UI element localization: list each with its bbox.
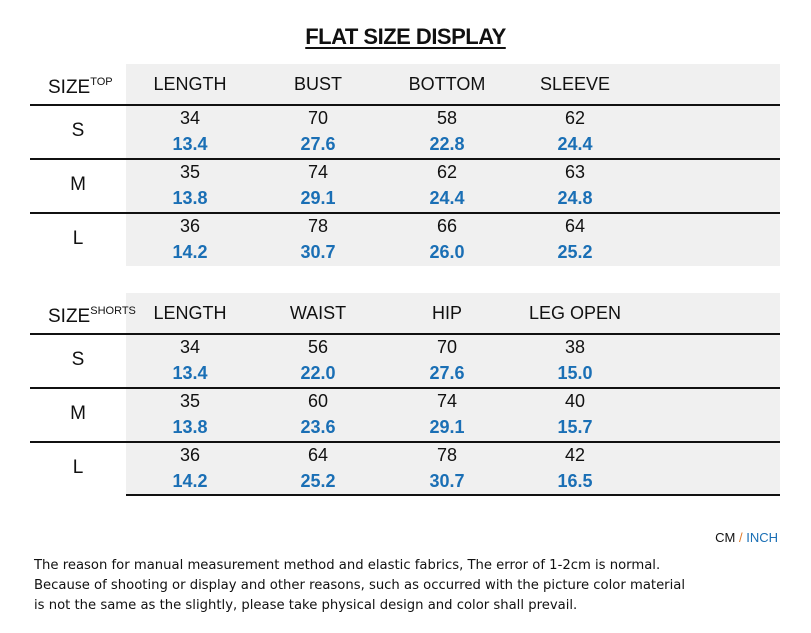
table-header: SIZETOP LENGTH BUST BOTTOM SLEEVE — [30, 64, 780, 104]
cm-value: 38 — [564, 337, 586, 357]
inch-value: 23.6 — [300, 417, 336, 437]
note-line: Because of shooting or display and other… — [34, 578, 686, 593]
cm-value: 36 — [179, 216, 201, 236]
cm-value: 78 — [307, 216, 329, 236]
cm-value: 74 — [307, 162, 329, 182]
table-row: L 36 14.2 78 30.7 66 26.0 64 25.2 — [30, 212, 780, 266]
inch-value: 15.0 — [557, 363, 593, 383]
cm-value: 35 — [179, 391, 201, 411]
cm-value: 70 — [436, 337, 458, 357]
table-background — [126, 293, 780, 495]
table-row: S 34 13.4 56 22.0 70 27.6 38 15.0 — [30, 333, 780, 387]
column-header: LENGTH — [153, 74, 227, 94]
inch-value: 29.1 — [300, 188, 336, 208]
table-row: M 35 13.8 74 29.1 62 24.4 63 24.8 — [30, 158, 780, 212]
row-divider — [30, 441, 780, 443]
inch-value: 14.2 — [172, 242, 208, 262]
size-header: SIZETOP — [48, 76, 113, 99]
cm-value: 66 — [436, 216, 458, 236]
cm-value: 58 — [436, 108, 458, 128]
inch-value: 30.7 — [300, 242, 336, 262]
unit-separator: / — [738, 530, 743, 545]
unit-legend: CM / INCH — [715, 530, 778, 545]
unit-cm: CM — [715, 530, 736, 545]
inch-value: 27.6 — [300, 134, 336, 154]
measurement-note: The reason for manual measurement method… — [34, 556, 685, 616]
inch-value: 30.7 — [429, 471, 465, 491]
cm-value: 34 — [179, 108, 201, 128]
size-value: L — [72, 457, 84, 478]
inch-value: 25.2 — [300, 471, 336, 491]
size-header: SIZESHORTS — [48, 305, 136, 328]
column-header: BOTTOM — [408, 74, 486, 94]
inch-value: 24.4 — [557, 134, 593, 154]
column-header: SLEEVE — [539, 74, 611, 94]
cm-value: 62 — [564, 108, 586, 128]
inch-value: 13.4 — [172, 134, 208, 154]
cm-value: 78 — [436, 445, 458, 465]
column-header: WAIST — [289, 303, 347, 323]
column-header: BUST — [293, 74, 342, 94]
column-header: LEG OPEN — [528, 303, 622, 323]
cm-value: 36 — [179, 445, 201, 465]
table-row: L 36 14.2 64 25.2 78 30.7 42 16.5 — [30, 441, 780, 495]
table-row: M 35 13.8 60 23.6 74 29.1 40 15.7 — [30, 387, 780, 441]
table-row: S 34 13.4 70 27.6 58 22.8 62 24.4 — [30, 104, 780, 158]
column-header: LENGTH — [153, 303, 227, 323]
cm-value: 70 — [307, 108, 329, 128]
size-value: M — [70, 174, 86, 195]
inch-value: 16.5 — [557, 471, 593, 491]
inch-value: 29.1 — [429, 417, 465, 437]
table-bottom-line — [126, 494, 780, 496]
inch-value: 25.2 — [557, 242, 593, 262]
row-divider — [30, 212, 780, 214]
cm-value: 64 — [307, 445, 329, 465]
row-divider — [30, 387, 780, 389]
size-category: TOP — [90, 76, 113, 88]
top-size-table: SIZETOP LENGTH BUST BOTTOM SLEEVE S 34 13.4 70 27… — [30, 64, 780, 266]
row-divider — [30, 104, 780, 106]
size-value: S — [71, 120, 85, 141]
size-value: S — [71, 349, 85, 370]
inch-value: 24.4 — [429, 188, 465, 208]
unit-inch: INCH — [746, 530, 778, 545]
inch-value: 24.8 — [557, 188, 593, 208]
note-line: is not the same as the slightly, please … — [34, 598, 578, 613]
table-background — [126, 64, 780, 266]
table-header: SIZESHORTS LENGTH WAIST HIP LEG OPEN — [30, 293, 780, 333]
cm-value: 62 — [436, 162, 458, 182]
size-label: SIZE — [48, 306, 91, 327]
cm-value: 42 — [564, 445, 586, 465]
inch-value: 14.2 — [172, 471, 208, 491]
cm-value: 60 — [307, 391, 329, 411]
cm-value: 74 — [436, 391, 458, 411]
column-header: HIP — [431, 303, 462, 323]
cm-value: 40 — [564, 391, 586, 411]
row-divider — [30, 158, 780, 160]
page-title: FLAT SIZE DISPLAY — [305, 24, 506, 49]
inch-value: 22.8 — [429, 134, 465, 154]
cm-value: 56 — [307, 337, 329, 357]
cm-value: 64 — [564, 216, 586, 236]
note-line: The reason for manual measurement method… — [34, 558, 661, 573]
inch-value: 22.0 — [300, 363, 336, 383]
inch-value: 27.6 — [429, 363, 465, 383]
cm-value: 35 — [179, 162, 201, 182]
inch-value: 26.0 — [429, 242, 465, 262]
size-label: SIZE — [48, 77, 91, 98]
size-category: SHORTS — [90, 305, 136, 317]
inch-value: 15.7 — [557, 417, 593, 437]
shorts-size-table: SIZESHORTS LENGTH WAIST HIP LEG OPEN S 34 13.4 5… — [30, 293, 780, 496]
size-value: L — [72, 228, 84, 249]
inch-value: 13.8 — [172, 417, 208, 437]
inch-value: 13.8 — [172, 188, 208, 208]
cm-value: 63 — [564, 162, 586, 182]
cm-value: 34 — [179, 337, 201, 357]
size-value: M — [70, 403, 86, 424]
row-divider — [30, 333, 780, 335]
inch-value: 13.4 — [172, 363, 208, 383]
